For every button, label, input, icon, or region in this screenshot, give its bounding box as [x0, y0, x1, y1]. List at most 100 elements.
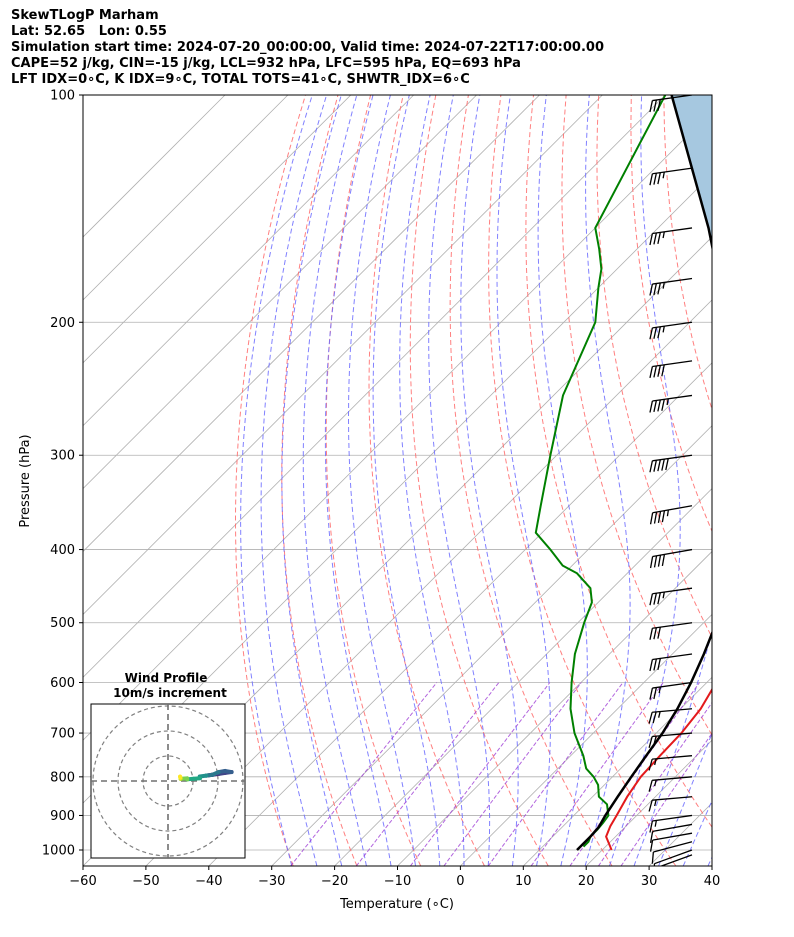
wind-barb	[649, 548, 693, 569]
y-tick-label: 300	[50, 449, 75, 464]
moist-adiabat	[460, 95, 519, 866]
header: SkewTLogP Marham Lat: 52.65 Lon: 0.55 Si…	[11, 8, 604, 88]
mixing-ratio-line	[597, 701, 712, 866]
dewpoint-line	[534, 95, 667, 848]
dry-adiabat	[525, 95, 712, 828]
x-tick-label: −50	[132, 874, 159, 889]
x-tick-label: −10	[384, 874, 411, 889]
moist-adiabat	[428, 95, 491, 866]
isotherm-line	[648, 802, 712, 866]
isotherm-line	[83, 95, 289, 301]
dry-adiabat	[596, 95, 712, 639]
station-title: SkewTLogP Marham	[11, 8, 159, 23]
isotherm-line	[460, 613, 712, 866]
x-tick-label: −30	[258, 874, 285, 889]
y-tick-label: 1000	[42, 844, 75, 859]
dry-adiabat	[663, 95, 712, 411]
cape-line: CAPE=52 j/kg, CIN=-15 j/kg, LCL=932 hPa,…	[11, 56, 521, 71]
dry-adiabat	[561, 95, 712, 736]
hodograph-title: Wind Profile	[125, 671, 208, 685]
isotherm-line	[83, 95, 603, 615]
isotherm-line	[83, 95, 226, 238]
isotherm-line	[711, 865, 712, 866]
moist-adiabat	[324, 95, 392, 866]
moist-adiabat	[372, 95, 441, 866]
y-tick-label: 100	[50, 89, 75, 104]
mixing-ratio-line	[409, 682, 551, 866]
mixing-ratio-line	[530, 682, 664, 866]
dry-adiabat	[762, 95, 794, 866]
wind-barb	[651, 841, 693, 864]
wind-barb	[649, 681, 693, 700]
x-axis-label: Temperature (∘C)	[339, 897, 454, 912]
moist-adiabat	[658, 731, 712, 866]
y-tick-label: 800	[50, 770, 75, 785]
wind-barb	[649, 653, 693, 672]
wind-barb	[649, 167, 693, 186]
hodograph-ring	[117, 730, 219, 832]
y-axis-label: Pressure (hPa)	[18, 434, 33, 527]
wind-barb	[648, 732, 693, 749]
wind-barb	[648, 796, 693, 812]
isotherm-line	[334, 488, 712, 866]
x-tick-label: 30	[641, 874, 658, 889]
dry-adiabat	[368, 95, 485, 866]
dry-adiabat	[235, 95, 306, 866]
isotherm-line	[83, 95, 540, 553]
isotherm-line	[83, 95, 352, 364]
wind-barb	[649, 505, 693, 525]
y-tick-label: 600	[50, 676, 75, 691]
mixing-ratio-line	[290, 682, 438, 866]
moist-adiabat	[609, 95, 681, 866]
wind-barb	[649, 360, 693, 379]
x-tick-label: 0	[456, 874, 464, 889]
wind-barb	[648, 776, 693, 792]
index-line: LFT IDX=0∘C, K IDX=9∘C, TOTAL TOTS=41∘C,…	[11, 72, 470, 87]
wind-barb	[649, 227, 693, 246]
y-tick-label: 200	[50, 316, 75, 331]
moist-adiabat	[733, 95, 794, 866]
mixing-ratio-line	[443, 682, 582, 866]
moist-adiabat	[348, 95, 416, 866]
wind-barb	[649, 814, 693, 833]
wind-barb	[649, 277, 693, 296]
moist-adiabat	[537, 95, 588, 866]
moist-adiabat	[281, 95, 343, 866]
y-tick-label: 900	[50, 809, 75, 824]
wind-barb	[659, 854, 693, 866]
moist-adiabat	[399, 95, 465, 866]
cape-area	[671, 95, 712, 246]
isotherm-line	[83, 110, 712, 741]
isotherm-line	[271, 425, 712, 866]
x-tick-label: −20	[321, 874, 348, 889]
dry-adiabat	[729, 95, 794, 866]
moist-adiabat	[682, 799, 712, 866]
isotherm-line	[83, 95, 477, 490]
moist-adiabat	[707, 856, 712, 866]
dry-adiabat	[488, 95, 677, 866]
isotherm-line	[83, 95, 666, 678]
x-tick-label: 10	[515, 874, 532, 889]
isotherm-line	[397, 550, 712, 866]
x-tick-label: −40	[195, 874, 222, 889]
dry-adiabat	[409, 95, 549, 866]
moist-adiabat	[240, 95, 313, 866]
location-line: Lat: 52.65 Lon: 0.55	[11, 24, 167, 39]
moist-adiabat	[260, 95, 328, 866]
dry-adiabat	[281, 95, 358, 866]
isotherm-line	[83, 95, 414, 427]
time-line: Simulation start time: 2024-07-20_00:00:…	[11, 40, 604, 55]
isotherm-line	[145, 299, 712, 866]
wind-barb	[649, 321, 693, 340]
mixing-ratio-line	[355, 682, 500, 866]
parcel-line	[576, 95, 712, 851]
moist-adiabat	[302, 95, 367, 866]
wind-barb	[648, 755, 693, 771]
x-tick-label: 20	[578, 874, 595, 889]
isotherm-line	[523, 676, 712, 866]
wind-barb	[649, 823, 693, 844]
hodograph-subtitle: 10m/s increment	[113, 686, 227, 700]
x-tick-label: −60	[69, 874, 96, 889]
y-tick-label: 500	[50, 616, 75, 631]
